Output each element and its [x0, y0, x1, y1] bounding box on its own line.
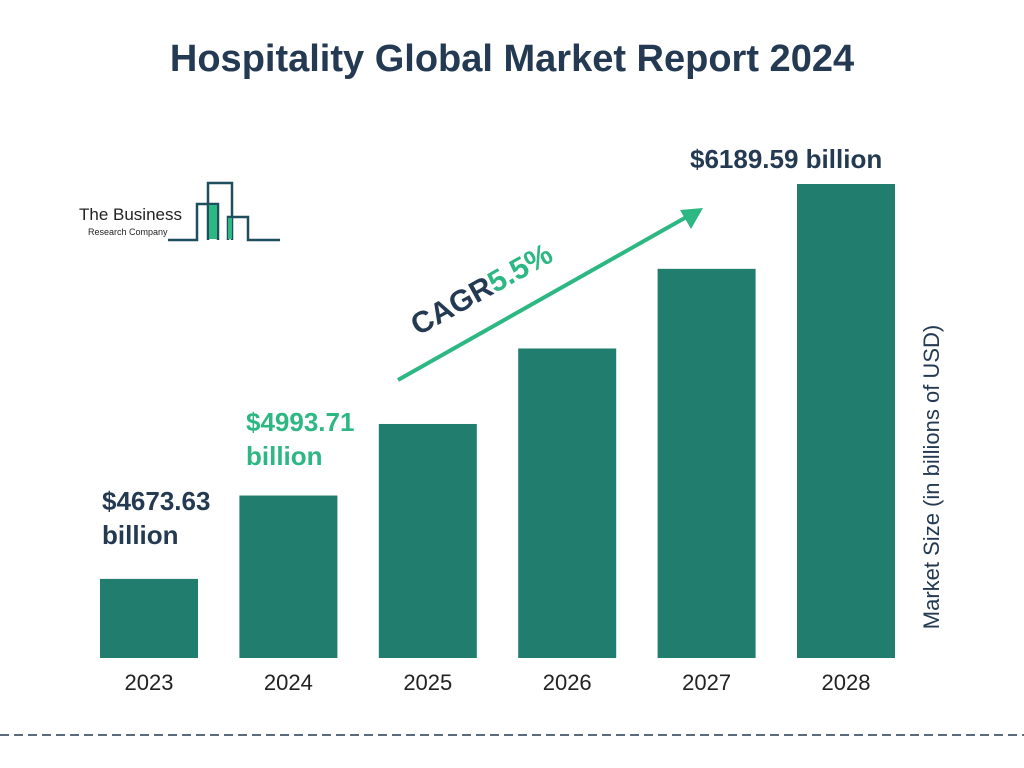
x-tick-label: 2026 [543, 670, 592, 695]
cagr-arrow [397, 208, 703, 382]
bar-2026 [518, 348, 617, 658]
bar-2024 [239, 495, 338, 658]
x-tick-label: 2024 [264, 670, 313, 695]
bar-2023 [100, 578, 198, 658]
x-tick-label: 2023 [125, 670, 174, 695]
x-tick-label: 2027 [682, 670, 731, 695]
cagr-value: 5.5% [482, 237, 558, 299]
bar-2027 [657, 268, 756, 658]
y-axis-label: Market Size (in billions of USD) [919, 324, 944, 630]
data-label-2023: $4673.63 billion [102, 486, 211, 550]
data-label-2028: $6189.59 billion [690, 144, 883, 174]
chart-title: Hospitality Global Market Report 2024 [169, 38, 855, 80]
x-tick-label: 2025 [403, 670, 452, 695]
logo-subtext: Research Company [88, 227, 168, 237]
bar-2028 [797, 184, 895, 658]
logo-icon [168, 181, 280, 242]
x-tick-label: 2028 [822, 670, 871, 695]
logo-text: The Business [79, 205, 182, 224]
bar-2025 [378, 423, 477, 658]
data-label-2024: $4993.71 billion [246, 407, 355, 471]
